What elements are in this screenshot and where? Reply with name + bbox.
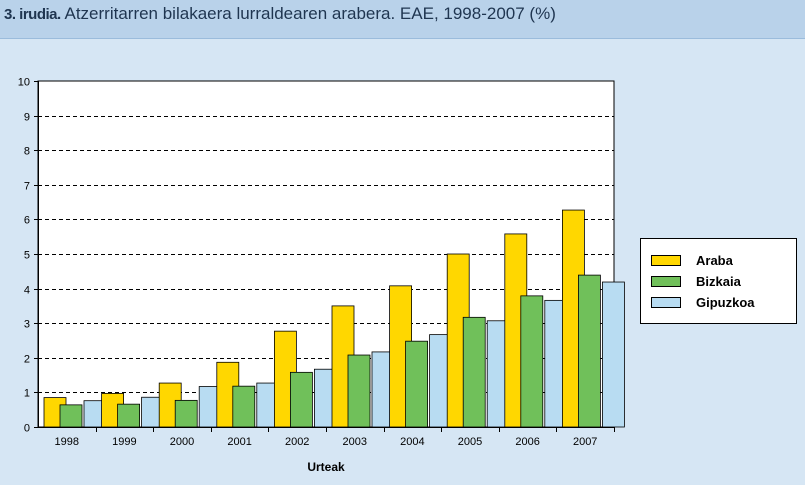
bar-bizkaia-1998 — [59, 404, 83, 428]
legend-label-bizkaia: Bizkaia — [696, 273, 741, 289]
x-tick-label: 2006 — [515, 436, 539, 448]
bar-bizkaia-2000 — [174, 399, 198, 428]
bar-gipuzkoa-2007 — [602, 281, 625, 428]
y-tick-label: 5 — [24, 250, 30, 262]
x-tick-label: 2003 — [343, 436, 367, 448]
x-axis-title: Urteak — [307, 460, 345, 474]
bar-bizkaia-2003 — [347, 354, 371, 428]
legend-item-gipuzkoa: Gipuzkoa — [651, 294, 755, 310]
legend-item-bizkaia: Bizkaia — [651, 273, 741, 289]
legend-swatch-araba — [651, 254, 681, 266]
legend-label-araba: Araba — [696, 252, 733, 268]
chart-title: 3. irudia. Atzerritarren bilakaera lurra… — [4, 4, 556, 24]
y-tick-label: 8 — [24, 146, 30, 158]
bar-bizkaia-2007 — [578, 274, 601, 428]
y-tick-label: 0 — [24, 423, 30, 435]
y-tick-label: 6 — [24, 215, 30, 227]
y-tick-label: 7 — [24, 181, 30, 193]
bar-bizkaia-2002 — [289, 371, 313, 428]
x-tick-label: 2005 — [458, 436, 482, 448]
chart-legend: Araba Bizkaia Gipuzkoa — [640, 238, 797, 324]
legend-swatch-gipuzkoa — [651, 296, 681, 308]
legend-label-gipuzkoa: Gipuzkoa — [696, 294, 755, 310]
y-tick-label: 10 — [18, 77, 30, 89]
bar-bizkaia-2005 — [462, 316, 486, 428]
legend-item-araba: Araba — [651, 252, 733, 268]
bar-bizkaia-1999 — [117, 403, 140, 428]
y-tick-label: 3 — [24, 319, 30, 331]
bar-bizkaia-2006 — [520, 295, 544, 428]
x-tick-label: 1998 — [55, 436, 79, 448]
y-tick-label: 1 — [24, 388, 30, 400]
bar-bizkaia-2001 — [232, 385, 256, 428]
x-tick-label: 1999 — [112, 436, 136, 448]
y-tick-label: 4 — [24, 285, 30, 297]
bar-bizkaia-2004 — [405, 340, 429, 428]
title-bar: 3. irudia. Atzerritarren bilakaera lurra… — [0, 0, 805, 39]
legend-swatch-bizkaia — [651, 275, 681, 287]
x-tick-label: 2007 — [573, 436, 597, 448]
x-tick-label: 2002 — [285, 436, 309, 448]
figure-title: Atzerritarren bilakaera lurraldearen ara… — [64, 4, 556, 23]
y-tick-label: 2 — [24, 354, 30, 366]
x-tick-label: 2000 — [170, 436, 194, 448]
x-tick-label: 2004 — [400, 436, 424, 448]
x-tick-label: 2001 — [227, 436, 251, 448]
y-tick-label: 9 — [24, 112, 30, 124]
figure-label: 3. irudia. — [4, 6, 61, 23]
